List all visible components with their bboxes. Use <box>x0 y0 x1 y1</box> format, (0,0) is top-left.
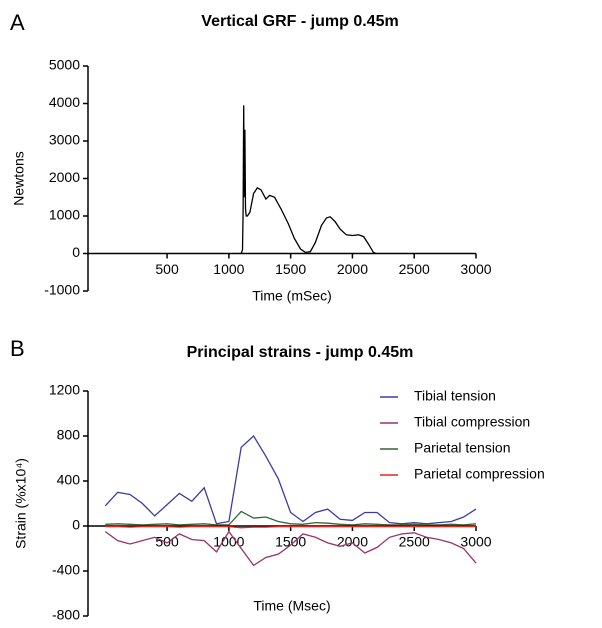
x-tick-label: 2500 <box>399 261 430 277</box>
x-tick-label: 2000 <box>337 261 368 277</box>
y-tick-label: -800 <box>52 607 80 623</box>
x-tick-label: 1000 <box>213 261 244 277</box>
x-axis-label: Time (Msec) <box>253 598 330 614</box>
y-tick-label: 800 <box>57 427 81 443</box>
x-tick-label: 1000 <box>213 534 244 550</box>
x-tick-label: 2000 <box>337 534 368 550</box>
panel-label: A <box>10 10 25 35</box>
x-axis-label: Time (mSec) <box>252 288 332 304</box>
x-tick-label: 3000 <box>460 261 491 277</box>
y-tick-label: 3000 <box>49 132 80 148</box>
series-line <box>105 510 477 526</box>
y-tick-label: -1000 <box>44 282 80 298</box>
series-line <box>104 530 477 567</box>
x-tick-label: 1500 <box>275 534 306 550</box>
legend-label: Tibial compression <box>414 414 530 430</box>
chart-title: Principal strains - jump 0.45m <box>187 344 414 361</box>
x-tick-label: 2500 <box>399 534 430 550</box>
legend-label: Parietal compression <box>414 466 545 482</box>
y-axis-label: Newtons <box>11 151 27 205</box>
legend-label: Parietal tension <box>414 440 511 456</box>
y-tick-label: 5000 <box>49 57 80 73</box>
y-tick-label: 2000 <box>49 169 80 185</box>
legend-label: Tibial tension <box>414 388 496 404</box>
y-tick-label: 1200 <box>49 382 80 398</box>
y-axis-label: Strain (%x10⁴) <box>13 458 29 549</box>
x-tick-label: 3000 <box>460 534 491 550</box>
y-tick-label: 4000 <box>49 94 80 110</box>
x-tick-label: 500 <box>155 534 179 550</box>
chart-title: Vertical GRF - jump 0.45m <box>201 13 398 30</box>
series-line <box>105 525 476 529</box>
series-line <box>104 434 477 525</box>
y-tick-label: -400 <box>52 562 80 578</box>
y-tick-label: 1000 <box>49 207 80 223</box>
y-tick-label: 0 <box>72 517 80 533</box>
y-tick-label: 0 <box>72 244 80 260</box>
y-tick-label: 400 <box>57 472 81 488</box>
data-line <box>240 105 377 255</box>
x-tick-label: 1500 <box>275 261 306 277</box>
x-tick-label: 500 <box>155 261 179 277</box>
panel-label: B <box>10 336 25 361</box>
